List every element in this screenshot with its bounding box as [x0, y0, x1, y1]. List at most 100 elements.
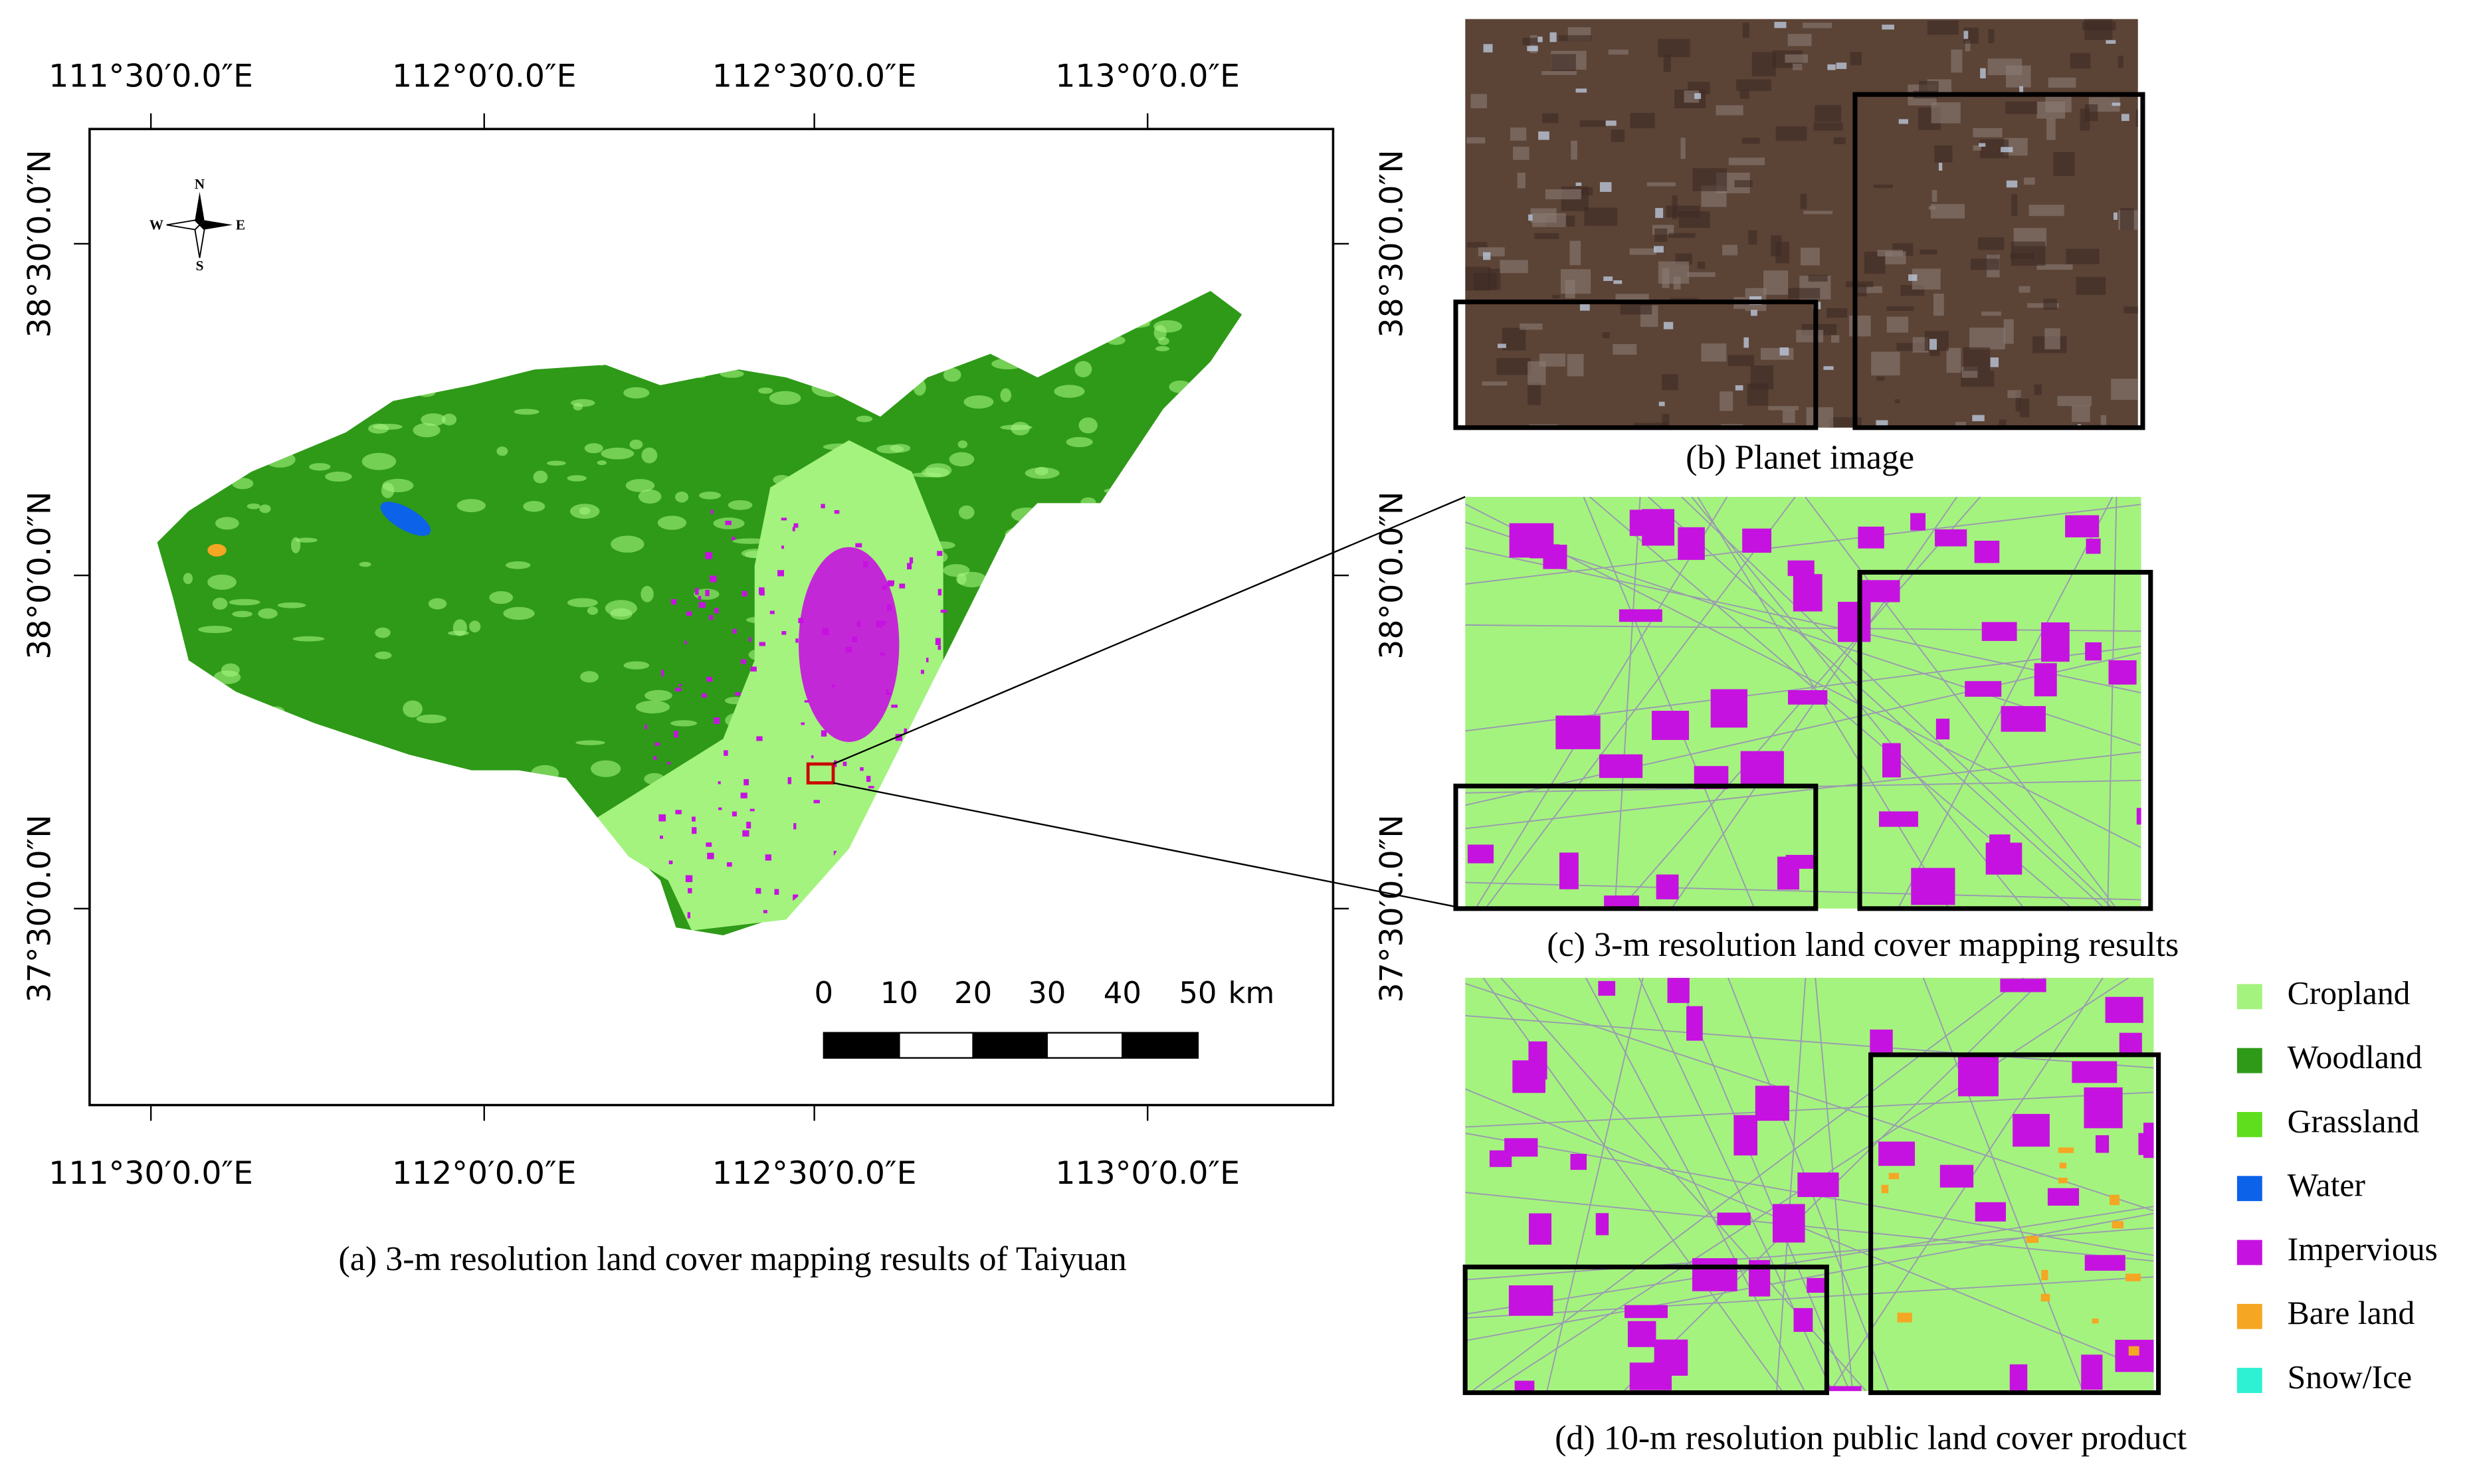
lon-label: 113°0′0.0″E [1055, 58, 1240, 94]
image-texture [1569, 240, 1581, 266]
impervious-patch [1667, 978, 1690, 1003]
cropland-patch [1000, 424, 1033, 430]
impervious-patch [1807, 1277, 1827, 1293]
impervious-patch [811, 755, 814, 759]
image-texture [1747, 383, 1769, 406]
scale-segment [972, 1032, 1048, 1059]
image-texture [1895, 399, 1900, 403]
cropland-patch [597, 460, 607, 466]
cropland-patch [416, 714, 446, 723]
cropland-patch [1066, 436, 1093, 448]
impervious-patch [2084, 1087, 2123, 1129]
map-layer [157, 290, 1466, 936]
image-texture [1990, 357, 1999, 367]
image-texture [1567, 353, 1584, 377]
image-texture [2111, 379, 2138, 400]
cropland-patch [591, 760, 621, 777]
image-texture [1565, 280, 1575, 298]
impervious-patch [1878, 811, 1918, 827]
image-texture [1520, 323, 1543, 330]
cropland-patch [325, 471, 352, 482]
impervious-patch [1935, 529, 1967, 547]
cropland-patch [629, 439, 643, 450]
image-texture [2118, 55, 2123, 68]
lat-label: 37°30′0.0″N [1374, 814, 1411, 1002]
image-texture [1599, 182, 1612, 192]
image-texture [1466, 242, 1488, 248]
image-texture [2072, 405, 2090, 422]
image-texture [1663, 322, 1674, 329]
image-texture [1584, 207, 1618, 226]
caption: (d) 10-m resolution public land cover pr… [1555, 1420, 2187, 1457]
image-texture [1774, 21, 1787, 29]
impervious-patch [1797, 1172, 1839, 1198]
caption: (a) 3-m resolution land cover mapping re… [338, 1240, 1126, 1278]
impervious-patch [750, 666, 757, 672]
image-texture [1934, 145, 1953, 163]
cropland-patch [925, 463, 952, 478]
cropland-patch [277, 602, 306, 608]
legend-swatch [2236, 1176, 2262, 1202]
impervious-patch [926, 658, 929, 663]
impervious-patch [895, 733, 902, 741]
cropland-patch [641, 586, 654, 603]
impervious-patch [1785, 854, 1815, 869]
cropland-patch [533, 470, 548, 484]
impervious-patch [687, 912, 690, 919]
impervious-patch [863, 561, 868, 568]
image-texture [1898, 119, 1908, 124]
image-texture [2036, 264, 2073, 270]
impervious-patch [1509, 523, 1554, 558]
impervious-patch [774, 889, 779, 895]
impervious-patch [1755, 1085, 1790, 1121]
map-frame [88, 128, 1335, 1107]
impervious-patch [731, 537, 736, 541]
road [1465, 1015, 2154, 1069]
cropland-patch [767, 760, 785, 766]
impervious-patch [1882, 743, 1901, 778]
impervious-patch [1740, 751, 1784, 788]
impervious-patch [2000, 978, 2046, 992]
image-texture [1530, 208, 1557, 223]
scale-label: 10 [880, 975, 918, 1010]
road [1465, 1276, 2154, 1319]
bare-patch [2110, 1194, 2120, 1206]
image-texture [2019, 399, 2030, 417]
lon-label: 112°30′0.0″E [712, 58, 917, 94]
impervious-patch [654, 742, 660, 746]
image-texture [1692, 168, 1727, 191]
scale-segment [1046, 1032, 1124, 1059]
cropland-patch [928, 541, 955, 549]
image-texture [1763, 270, 1789, 295]
impervious-patch [2108, 660, 2137, 685]
impervious-patch [692, 816, 696, 822]
impervious-patch [749, 808, 755, 812]
cropland-patch [793, 757, 808, 764]
impervious-patch [866, 775, 871, 783]
impervious-patch [1733, 1115, 1758, 1156]
image-texture [1466, 137, 1486, 143]
impervious-patch [692, 827, 697, 834]
impervious-patch [899, 583, 906, 589]
impervious-patch [724, 750, 728, 756]
study-area-box [806, 762, 835, 785]
image-texture [2010, 253, 2034, 259]
image-texture [1793, 63, 1803, 70]
impervious-patch [781, 630, 787, 635]
image-texture [2001, 147, 2013, 153]
image-texture [1876, 420, 1888, 428]
compass-n: N [195, 176, 205, 192]
image-texture [2106, 40, 2116, 44]
image-texture [1579, 120, 1606, 128]
road [1614, 496, 1641, 909]
cropland-patch [295, 537, 318, 543]
impervious-patch [707, 852, 714, 860]
inset-box [1852, 92, 2145, 430]
impervious-patch [688, 887, 692, 893]
image-texture [1963, 347, 1991, 371]
impervious-patch [705, 589, 710, 597]
image-texture [1853, 286, 1882, 294]
image-texture [2084, 19, 2113, 41]
impervious-patch [795, 638, 799, 643]
impervious-patch [886, 604, 892, 611]
